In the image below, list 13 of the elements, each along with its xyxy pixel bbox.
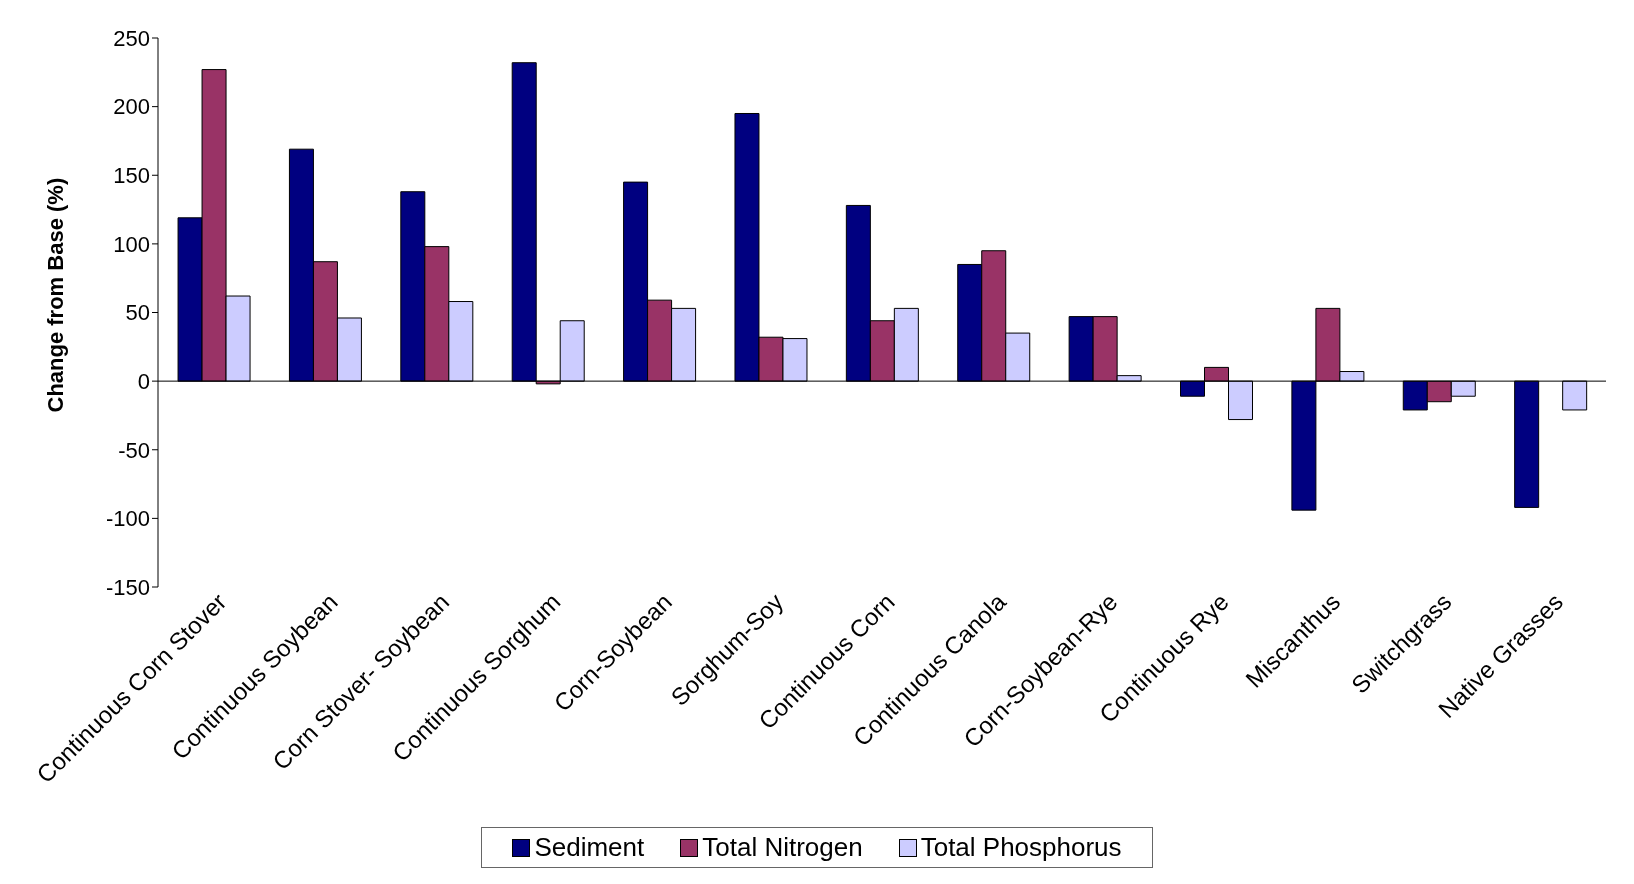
y-tick-label: 250	[113, 25, 150, 51]
legend-label: Total Nitrogen	[701, 832, 863, 863]
y-axis-title: Change from Base (%)	[42, 177, 68, 413]
y-tick-label: 200	[113, 94, 150, 120]
y-tick-label: 0	[137, 368, 150, 394]
y-tick-label: -150	[105, 574, 150, 600]
y-tick-label: -50	[118, 437, 150, 463]
y-tick-label: -100	[105, 506, 150, 532]
y-tick-label: 50	[125, 300, 150, 326]
legend-label: Sediment	[533, 832, 645, 863]
legend-label: Total Phosphorus	[919, 832, 1122, 863]
y-tick-label: 100	[113, 231, 150, 257]
y-tick-label: 150	[113, 163, 150, 189]
